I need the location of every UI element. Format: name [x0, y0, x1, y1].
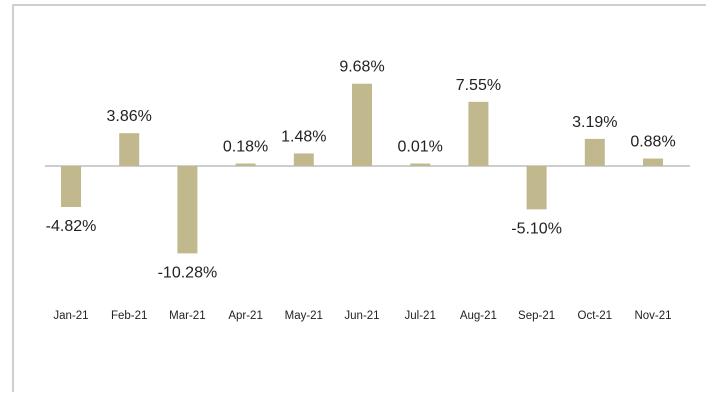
- bar-jul-21: [410, 163, 431, 166]
- data-label-nov-21: 0.88%: [630, 134, 675, 151]
- bar-may-21: [293, 153, 314, 166]
- tick-label-apr-21: Apr-21: [228, 310, 263, 322]
- tick-label-sep-21: Sep-21: [518, 310, 555, 322]
- tick-label-may-21: May-21: [285, 310, 323, 322]
- bar-aug-21: [468, 101, 489, 166]
- tick-label-mar-21: Mar-21: [169, 310, 205, 322]
- bars-group: [61, 83, 663, 254]
- tick-label-jan-21: Jan-21: [53, 310, 88, 322]
- data-label-apr-21: 0.18%: [223, 139, 268, 156]
- data-label-jan-21: -4.82%: [46, 218, 97, 235]
- data-label-jun-21: 9.68%: [339, 59, 384, 76]
- bar-nov-21: [643, 158, 663, 166]
- data-label-jul-21: 0.01%: [398, 139, 443, 156]
- data-label-may-21: 1.48%: [281, 128, 326, 145]
- bar-mar-21: [177, 166, 198, 254]
- tick-label-nov-21: Nov-21: [634, 310, 671, 322]
- tick-label-aug-21: Aug-21: [460, 310, 497, 322]
- chart-frame: [12, 4, 706, 392]
- data-label-mar-21: -10.28%: [158, 264, 218, 281]
- bar-jun-21: [352, 83, 372, 166]
- tick-label-feb-21: Feb-21: [111, 310, 147, 322]
- bar-oct-21: [584, 138, 605, 166]
- data-label-oct-21: 3.19%: [572, 114, 617, 131]
- bar-apr-21: [235, 163, 256, 166]
- data-label-sep-21: -5.10%: [511, 220, 562, 237]
- data-label-aug-21: 7.55%: [456, 77, 501, 94]
- tick-label-jun-21: Jun-21: [344, 310, 379, 322]
- tick-label-jul-21: Jul-21: [405, 310, 436, 322]
- bar-sep-21: [526, 166, 547, 210]
- bar-jan-21: [61, 166, 81, 207]
- tick-label-oct-21: Oct-21: [578, 310, 613, 322]
- bar-feb-21: [119, 133, 140, 166]
- data-labels-group: -4.82% 3.86% -10.28% 0.18% 1.48% 9.68% 0.01% 7.…: [46, 59, 676, 282]
- data-label-feb-21: 3.86%: [107, 108, 152, 125]
- category-ticks-group: Jan-21 Feb-21 Mar-21 Apr-21 May-21 Jun-21 Jul-…: [53, 310, 671, 322]
